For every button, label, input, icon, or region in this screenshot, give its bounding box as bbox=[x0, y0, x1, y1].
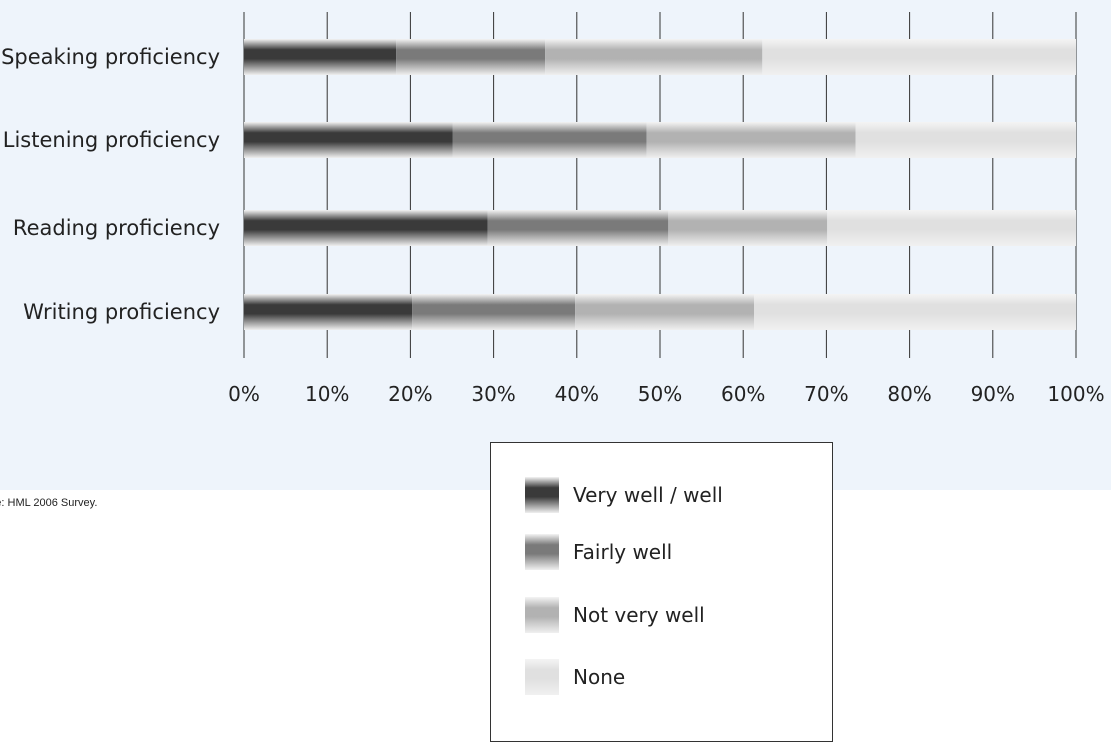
x-tick-label: 20% bbox=[388, 382, 432, 406]
x-tick-label: 60% bbox=[721, 382, 765, 406]
x-tick-label: 100% bbox=[1047, 382, 1104, 406]
legend-label: Very well / well bbox=[573, 483, 723, 507]
legend-label: Not very well bbox=[573, 603, 705, 627]
category-label: Writing proficiency bbox=[23, 300, 220, 324]
legend-item: Very well / well bbox=[525, 475, 723, 515]
legend-item: None bbox=[525, 657, 625, 697]
legend-swatch bbox=[525, 534, 559, 570]
legend: Very well / well Fairly well Not very well… bbox=[490, 442, 833, 742]
x-tick-label: 80% bbox=[887, 382, 931, 406]
bar-segment bbox=[856, 122, 1076, 158]
bar-segment bbox=[396, 39, 545, 75]
bar-segment bbox=[575, 294, 754, 330]
legend-swatch bbox=[525, 477, 559, 513]
bar-segment bbox=[545, 39, 762, 75]
bar-segment bbox=[453, 122, 647, 158]
x-tick-label: 70% bbox=[804, 382, 848, 406]
bar-segment bbox=[412, 294, 575, 330]
bar-segment bbox=[488, 210, 669, 246]
x-tick-label: 30% bbox=[471, 382, 515, 406]
legend-swatch bbox=[525, 659, 559, 695]
bar-segment bbox=[647, 122, 856, 158]
legend-item: Fairly well bbox=[525, 532, 672, 572]
x-tick-label: 40% bbox=[555, 382, 599, 406]
stacked-bar-chart: Speaking proficiency Listening proficienc… bbox=[0, 0, 1111, 490]
category-label: Listening proficiency bbox=[3, 128, 220, 152]
x-tick-label: 50% bbox=[638, 382, 682, 406]
bar-segment bbox=[668, 210, 827, 246]
legend-item: Not very well bbox=[525, 595, 705, 635]
category-label: Speaking proficiency bbox=[1, 45, 220, 69]
x-tick-label: 10% bbox=[305, 382, 349, 406]
bar-segment bbox=[244, 39, 396, 75]
source-note: urce: HML 2006 Survey. bbox=[0, 497, 97, 509]
bar-segment bbox=[827, 210, 1076, 246]
legend-label: Fairly well bbox=[573, 540, 672, 564]
x-tick-label: 90% bbox=[971, 382, 1015, 406]
bar-segment bbox=[762, 39, 1076, 75]
category-label: Reading proficiency bbox=[13, 216, 220, 240]
legend-swatch bbox=[525, 597, 559, 633]
bar-segment bbox=[244, 210, 488, 246]
legend-label: None bbox=[573, 665, 625, 689]
bar-segment bbox=[754, 294, 1076, 330]
bar-segment bbox=[244, 122, 453, 158]
bar-segment bbox=[244, 294, 412, 330]
x-tick-label: 0% bbox=[228, 382, 260, 406]
